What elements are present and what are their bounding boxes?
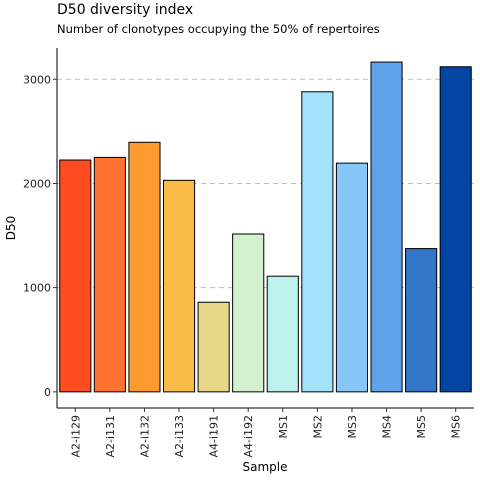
x-tick-label: MS4 bbox=[381, 415, 394, 438]
y-tick-label: 1000 bbox=[23, 282, 51, 295]
y-tick-label: 3000 bbox=[23, 73, 51, 86]
bars bbox=[59, 61, 472, 393]
bar-ms1 bbox=[266, 275, 299, 393]
bar-a2-i131 bbox=[93, 156, 126, 393]
bar-ms3 bbox=[335, 162, 369, 393]
x-ticks: A2-i129 A2-i131 A2-i132 A2-i133 A4-i191 A4-i1… bbox=[69, 408, 463, 458]
grid-lines bbox=[57, 78, 474, 289]
chart-subtitle: Number of clonotypes occupying the 50% o… bbox=[57, 22, 380, 36]
axes bbox=[56, 48, 474, 409]
x-axis-title: Sample bbox=[243, 460, 288, 474]
x-tick-label: MS5 bbox=[415, 415, 428, 438]
x-tick-label: A2-i129 bbox=[69, 415, 82, 458]
y-tick-label: 2000 bbox=[23, 177, 51, 190]
x-tick-label: MS2 bbox=[311, 415, 324, 438]
bar-a2-i129 bbox=[59, 159, 92, 393]
y-tick-label: 0 bbox=[44, 386, 51, 399]
bar-ms2 bbox=[301, 91, 334, 393]
y-axis-title: D50 bbox=[4, 216, 18, 241]
bar-a4-i192 bbox=[232, 233, 265, 393]
y-ticks: 0 1000 2000 3000 bbox=[23, 73, 57, 399]
x-tick-label: MS6 bbox=[450, 415, 463, 438]
bar-ms4 bbox=[370, 61, 403, 393]
x-tick-label: A4-i191 bbox=[208, 415, 221, 458]
x-tick-label: MS3 bbox=[346, 415, 359, 438]
x-tick-label: A2-i132 bbox=[138, 415, 151, 458]
bar-a4-i191 bbox=[197, 301, 230, 393]
x-tick-label: MS1 bbox=[277, 415, 290, 438]
chart-title: D50 diversity index bbox=[57, 2, 194, 18]
x-tick-label: A2-i133 bbox=[173, 415, 186, 458]
bar-ms6 bbox=[439, 66, 472, 393]
x-tick-label: A2-i131 bbox=[104, 415, 117, 458]
bar-a2-i132 bbox=[128, 141, 161, 393]
bar-a2-i133 bbox=[162, 179, 196, 393]
bar-ms5 bbox=[405, 248, 438, 393]
x-tick-label: A4-i192 bbox=[242, 415, 255, 458]
